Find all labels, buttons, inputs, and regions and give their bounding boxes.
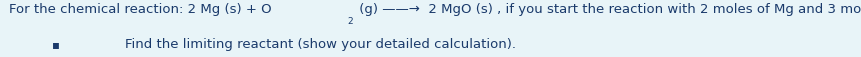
Text: 2: 2: [347, 17, 353, 26]
Text: Find the limiting reactant (show your detailed calculation).: Find the limiting reactant (show your de…: [125, 37, 516, 50]
Text: For the chemical reaction: 2 Mg (s) + O: For the chemical reaction: 2 Mg (s) + O: [9, 3, 271, 16]
Text: ▪: ▪: [52, 37, 59, 50]
Text: (g) ——→  2 MgO (s) , if you start the reaction with 2 moles of Mg and 3 moles of: (g) ——→ 2 MgO (s) , if you start the rea…: [355, 3, 861, 16]
